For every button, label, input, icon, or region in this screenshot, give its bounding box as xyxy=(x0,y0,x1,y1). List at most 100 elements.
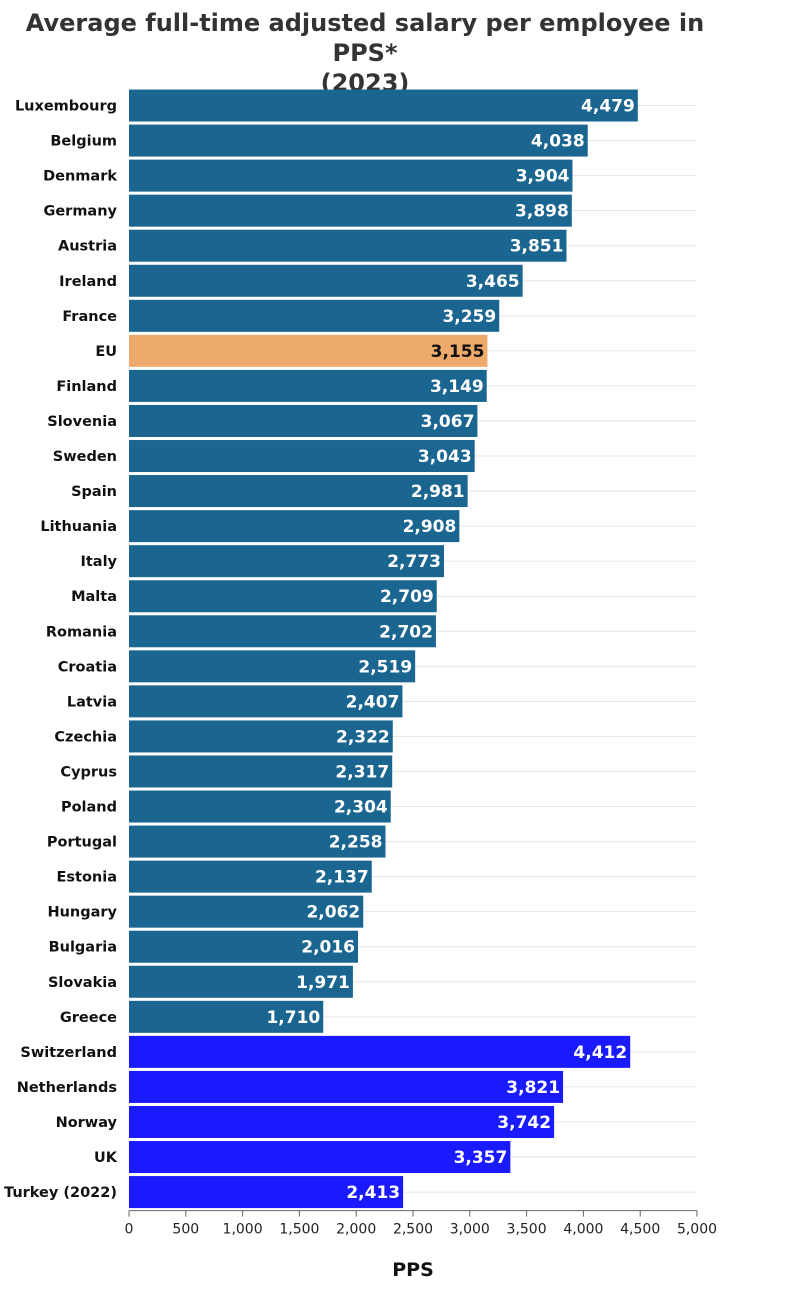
x-tick-label: 5,000 xyxy=(677,1222,717,1238)
value-label-austria: 3,851 xyxy=(510,237,564,257)
category-label-turkey-2022: Turkey (2022) xyxy=(4,1185,117,1201)
bar-cyprus xyxy=(129,755,393,788)
x-tick-label: 1,000 xyxy=(223,1222,263,1238)
category-label-malta: Malta xyxy=(71,589,117,605)
category-label-uk: UK xyxy=(94,1150,118,1166)
bar-norway xyxy=(129,1105,555,1138)
x-tick-label: 4,000 xyxy=(563,1222,603,1238)
bar-romania xyxy=(129,615,436,648)
category-label-norway: Norway xyxy=(56,1115,118,1131)
value-labels: 4,479 4,038 3,904 3,898 3,851 3,465 3,259 3,155… xyxy=(266,97,634,1204)
value-label-poland: 2,304 xyxy=(334,798,388,818)
bar-slovakia xyxy=(129,965,353,998)
x-tick-label: 2,000 xyxy=(336,1222,376,1238)
bar-germany xyxy=(129,194,572,227)
category-label-france: France xyxy=(62,309,117,325)
x-tick-label: 0 xyxy=(125,1222,134,1238)
category-label-lithuania: Lithuania xyxy=(40,519,117,535)
value-label-sweden: 3,043 xyxy=(418,447,472,467)
bar-spain xyxy=(129,475,468,508)
bar-eu xyxy=(129,334,488,367)
x-tick-label: 3,500 xyxy=(507,1222,547,1238)
value-label-france: 3,259 xyxy=(442,307,496,327)
category-label-sweden: Sweden xyxy=(53,449,117,465)
bar-czechia xyxy=(129,720,393,753)
value-label-switzerland: 4,412 xyxy=(573,1043,627,1063)
value-label-denmark: 3,904 xyxy=(516,167,570,187)
category-label-czechia: Czechia xyxy=(54,729,117,745)
x-tick-label: 3,000 xyxy=(450,1222,490,1238)
category-label-austria: Austria xyxy=(58,239,117,255)
value-label-czechia: 2,322 xyxy=(336,727,390,747)
bar-latvia xyxy=(129,685,403,718)
x-tick-label: 4,500 xyxy=(620,1222,660,1238)
value-label-belgium: 4,038 xyxy=(531,132,585,152)
bar-lithuania xyxy=(129,510,460,543)
value-label-latvia: 2,407 xyxy=(346,692,400,712)
value-label-netherlands: 3,821 xyxy=(506,1078,560,1098)
bars xyxy=(129,89,638,1209)
category-label-croatia: Croatia xyxy=(58,659,117,675)
bar-netherlands xyxy=(129,1070,564,1103)
value-label-slovenia: 3,067 xyxy=(421,412,475,432)
category-label-slovenia: Slovenia xyxy=(47,414,117,430)
x-tick-label: 2,500 xyxy=(393,1222,433,1238)
category-label-spain: Spain xyxy=(71,484,117,500)
bar-estonia xyxy=(129,860,372,893)
value-label-italy: 2,773 xyxy=(387,552,441,572)
chart-title-line1: Average full-time adjusted salary per em… xyxy=(25,9,705,67)
value-label-luxembourg: 4,479 xyxy=(581,97,635,117)
category-label-denmark: Denmark xyxy=(43,169,117,185)
bar-greece xyxy=(129,1000,324,1033)
category-label-belgium: Belgium xyxy=(50,134,117,150)
bar-luxembourg xyxy=(129,89,638,122)
category-label-slovakia: Slovakia xyxy=(48,975,117,991)
bar-italy xyxy=(129,545,445,578)
category-label-estonia: Estonia xyxy=(56,870,117,886)
category-label-finland: Finland xyxy=(56,379,117,395)
bar-slovenia xyxy=(129,404,478,437)
category-labels: Luxembourg Belgium Denmark Germany Austria Ir… xyxy=(4,99,118,1202)
x-tick-label: 1,500 xyxy=(279,1222,319,1238)
value-label-estonia: 2,137 xyxy=(315,868,369,888)
value-label-turkey-2022: 2,413 xyxy=(346,1183,400,1203)
category-label-eu: EU xyxy=(95,344,117,360)
value-label-bulgaria: 2,016 xyxy=(301,938,355,958)
value-label-croatia: 2,519 xyxy=(358,657,412,677)
bar-malta xyxy=(129,580,437,613)
value-label-norway: 3,742 xyxy=(497,1113,551,1133)
value-label-portugal: 2,258 xyxy=(329,833,383,853)
value-label-slovakia: 1,971 xyxy=(296,973,350,993)
bar-finland xyxy=(129,369,487,402)
value-label-greece: 1,710 xyxy=(266,1008,320,1028)
value-label-uk: 3,357 xyxy=(454,1148,508,1168)
category-label-luxembourg: Luxembourg xyxy=(15,99,117,115)
category-label-hungary: Hungary xyxy=(47,905,117,921)
category-label-portugal: Portugal xyxy=(47,835,117,851)
value-label-spain: 2,981 xyxy=(411,482,465,502)
bar-turkey-2022 xyxy=(129,1176,404,1209)
category-label-netherlands: Netherlands xyxy=(17,1080,117,1096)
x-tick-label: 500 xyxy=(172,1222,199,1238)
category-label-cyprus: Cyprus xyxy=(60,764,117,780)
bar-uk xyxy=(129,1141,511,1174)
value-label-cyprus: 2,317 xyxy=(335,762,389,782)
bar-sweden xyxy=(129,440,475,473)
category-label-poland: Poland xyxy=(61,800,117,816)
bar-poland xyxy=(129,790,391,823)
bar-belgium xyxy=(129,124,588,157)
bar-ireland xyxy=(129,264,523,297)
category-label-romania: Romania xyxy=(46,624,117,640)
category-label-germany: Germany xyxy=(43,204,117,220)
x-axis-title: PPS xyxy=(392,1259,434,1281)
value-label-finland: 3,149 xyxy=(430,377,484,397)
bar-croatia xyxy=(129,650,416,683)
category-label-switzerland: Switzerland xyxy=(20,1045,117,1061)
bar-france xyxy=(129,299,500,332)
x-axis-ticks: 0 500 1,000 1,500 2,000 2,500 3,000 3,500 4,000 4… xyxy=(125,1210,717,1238)
bar-denmark xyxy=(129,159,573,192)
value-label-malta: 2,709 xyxy=(380,587,434,607)
bar-hungary xyxy=(129,895,364,928)
category-label-greece: Greece xyxy=(60,1010,117,1026)
